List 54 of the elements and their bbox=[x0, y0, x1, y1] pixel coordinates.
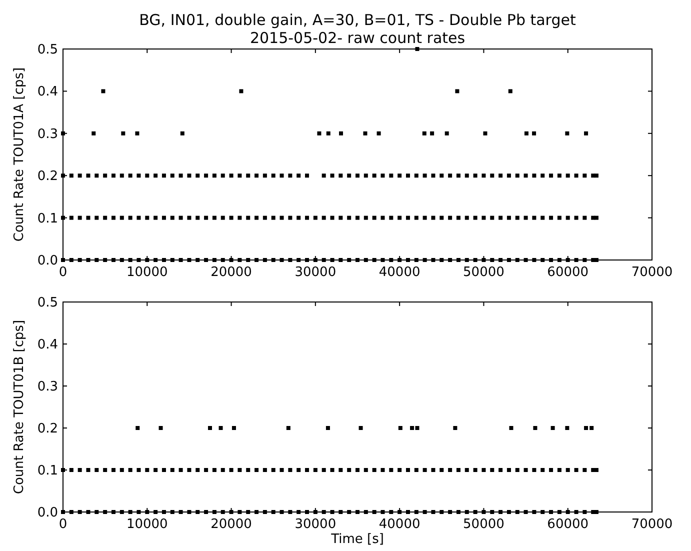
x-tick-label: 30000 bbox=[294, 265, 336, 280]
x-tick-label: 20000 bbox=[210, 517, 252, 532]
x-axis-title: Time [s] bbox=[330, 532, 384, 547]
point bbox=[524, 131, 528, 136]
point bbox=[376, 131, 381, 136]
y-tick-label: 0.2 bbox=[37, 169, 58, 184]
y-tick-label: 0.4 bbox=[37, 84, 58, 100]
chart-title: BG, IN01, double gain, A=30, B=01, TS - Double Pb target bbox=[139, 11, 576, 29]
point bbox=[121, 131, 126, 136]
point bbox=[444, 131, 449, 136]
y-tick-label: 0.3 bbox=[37, 380, 58, 394]
y-axis-title: Count Rate TOUT01A [cps] bbox=[12, 67, 27, 242]
y-tick-label: 0.5 bbox=[37, 296, 58, 310]
y-tick-label: 0.2 bbox=[37, 422, 58, 436]
x-tick-label: 50000 bbox=[463, 265, 504, 280]
point bbox=[317, 131, 322, 136]
x-tick-label: 70000 bbox=[631, 265, 673, 280]
point bbox=[339, 131, 344, 136]
point bbox=[422, 131, 426, 136]
point bbox=[455, 89, 460, 94]
point bbox=[363, 131, 368, 136]
point bbox=[508, 89, 512, 94]
y-tick-label: 0.0 bbox=[37, 254, 58, 268]
x-tick-label: 50000 bbox=[463, 517, 504, 532]
y-tick-label: 0.4 bbox=[37, 338, 58, 352]
point bbox=[326, 131, 330, 136]
point bbox=[101, 89, 106, 94]
y-tick-label: 0.1 bbox=[37, 464, 58, 478]
x-tick-label: 10000 bbox=[126, 517, 168, 532]
x-tick-label: 40000 bbox=[378, 265, 420, 280]
x-tick-label: 60000 bbox=[547, 517, 589, 532]
x-tick-label: 20000 bbox=[210, 265, 252, 280]
point bbox=[532, 131, 536, 136]
x-tick-label: 70000 bbox=[631, 517, 673, 532]
x-tick-label: 60000 bbox=[547, 265, 589, 280]
point bbox=[584, 131, 588, 136]
point bbox=[180, 131, 184, 136]
x-tick-label: 30000 bbox=[294, 517, 336, 532]
x-tick-label: 0 bbox=[58, 517, 68, 532]
y-tick-label: 0.1 bbox=[37, 211, 58, 226]
point bbox=[135, 131, 140, 136]
point bbox=[565, 131, 570, 136]
x-tick-label: 0 bbox=[58, 265, 68, 280]
y-tick-label: 0.0 bbox=[37, 506, 58, 520]
point bbox=[239, 89, 244, 94]
point bbox=[430, 131, 434, 136]
y-tick-label: 0.5 bbox=[37, 42, 58, 58]
x-tick-label: 40000 bbox=[378, 517, 420, 532]
chart-subtitle: 2015-05-02- raw count rates bbox=[250, 29, 466, 47]
point bbox=[92, 131, 96, 136]
x-tick-label: 10000 bbox=[126, 265, 168, 280]
y-axis-title: Count Rate TOUT01B [cps] bbox=[12, 320, 27, 494]
y-tick-label: 0.3 bbox=[37, 126, 58, 142]
point bbox=[483, 131, 488, 136]
